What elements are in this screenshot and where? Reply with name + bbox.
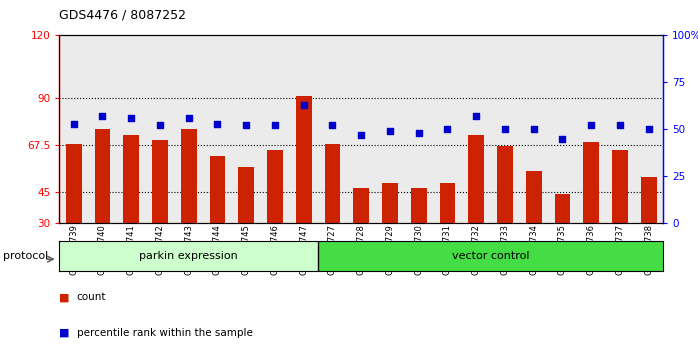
Point	[68, 121, 80, 126]
Bar	[209, 156, 225, 223]
Point	[154, 122, 165, 128]
Bar	[318, 241, 663, 271]
Bar	[325, 144, 341, 223]
Point	[355, 132, 367, 138]
Bar	[382, 183, 398, 223]
Bar	[411, 188, 426, 223]
Bar	[497, 146, 513, 223]
Bar	[641, 177, 657, 223]
Point	[327, 122, 338, 128]
Text: ■: ■	[59, 292, 70, 302]
Bar	[94, 129, 110, 223]
Point	[413, 130, 424, 136]
Bar	[440, 183, 455, 223]
Point	[442, 126, 453, 132]
Point	[557, 136, 568, 142]
Bar	[526, 171, 542, 223]
Text: GDS4476 / 8087252: GDS4476 / 8087252	[59, 9, 186, 22]
Bar	[296, 96, 311, 223]
Point	[298, 102, 309, 108]
Point	[385, 128, 396, 134]
Text: count: count	[77, 292, 106, 302]
Bar	[612, 150, 628, 223]
Text: parkin expression: parkin expression	[140, 251, 238, 261]
Bar	[555, 194, 570, 223]
Bar	[468, 136, 484, 223]
Point	[528, 126, 540, 132]
Point	[643, 126, 654, 132]
Text: protocol: protocol	[3, 251, 49, 261]
Point	[183, 115, 194, 121]
Bar	[584, 142, 599, 223]
Point	[586, 122, 597, 128]
Bar	[66, 144, 82, 223]
Point	[470, 113, 482, 119]
Bar	[181, 129, 197, 223]
Text: percentile rank within the sample: percentile rank within the sample	[77, 328, 253, 338]
Bar	[152, 139, 168, 223]
Bar	[353, 188, 369, 223]
Point	[97, 113, 108, 119]
Text: ■: ■	[59, 328, 70, 338]
Bar	[267, 150, 283, 223]
Bar	[59, 241, 318, 271]
Bar	[238, 167, 254, 223]
Text: vector control: vector control	[452, 251, 529, 261]
Point	[126, 115, 137, 121]
Point	[614, 122, 625, 128]
Point	[499, 126, 510, 132]
Point	[241, 122, 252, 128]
Point	[269, 122, 281, 128]
Bar	[124, 136, 139, 223]
Point	[212, 121, 223, 126]
